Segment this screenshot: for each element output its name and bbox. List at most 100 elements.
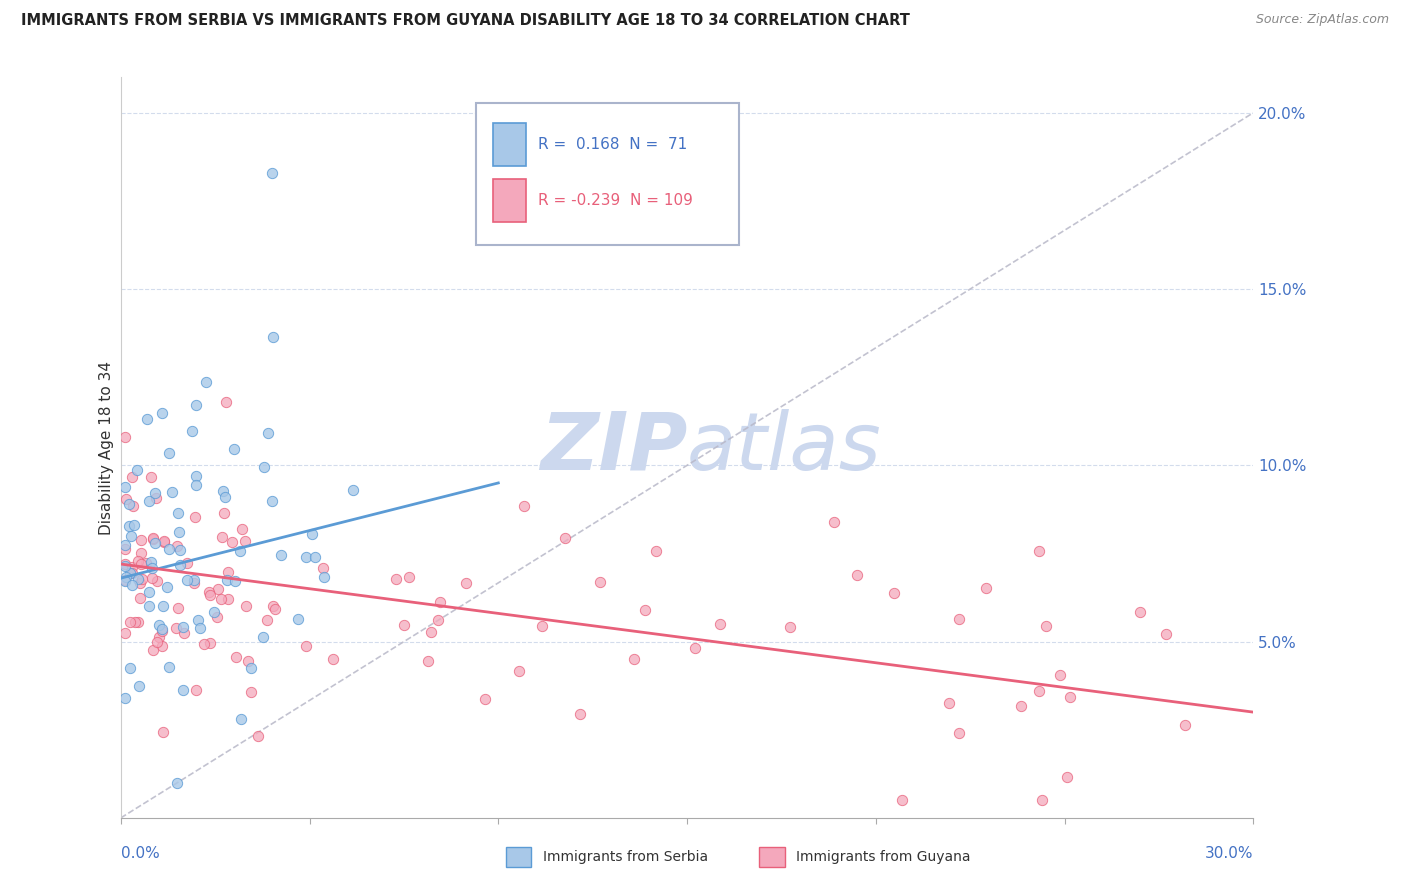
- Point: [173, 626, 195, 640]
- Point: [1028, 544, 1050, 558]
- Point: [157, 659, 180, 673]
- Point: [114, 573, 136, 587]
- Point: [256, 613, 278, 627]
- Point: [150, 622, 173, 636]
- Point: [823, 515, 845, 529]
- Point: [150, 624, 173, 639]
- Point: [1154, 627, 1177, 641]
- Point: [148, 630, 170, 644]
- Text: atlas: atlas: [688, 409, 882, 487]
- Point: [224, 442, 246, 456]
- Point: [146, 574, 169, 589]
- Point: [224, 574, 246, 588]
- Point: [114, 690, 136, 705]
- Point: [207, 610, 229, 624]
- Point: [118, 566, 141, 581]
- Point: [513, 499, 536, 513]
- Point: [209, 592, 232, 607]
- Point: [114, 491, 136, 506]
- Point: [153, 534, 176, 549]
- Point: [212, 483, 235, 498]
- Point: [623, 651, 645, 665]
- Point: [145, 491, 167, 506]
- Text: R = -0.239  N = 109: R = -0.239 N = 109: [538, 193, 693, 208]
- Point: [194, 375, 217, 389]
- Text: R =  0.168  N =  71: R = 0.168 N = 71: [538, 136, 688, 152]
- Point: [1035, 619, 1057, 633]
- Point: [257, 425, 280, 440]
- Point: [157, 445, 180, 459]
- Point: [184, 510, 207, 524]
- Point: [938, 696, 960, 710]
- Point: [121, 470, 143, 484]
- Point: [136, 412, 159, 426]
- Point: [138, 494, 160, 508]
- Point: [146, 635, 169, 649]
- Text: Immigrants from Guyana: Immigrants from Guyana: [796, 850, 970, 864]
- Point: [152, 599, 174, 614]
- Point: [322, 652, 344, 666]
- Point: [247, 729, 270, 743]
- Point: [124, 518, 146, 533]
- Point: [211, 530, 233, 544]
- Point: [301, 527, 323, 541]
- Point: [420, 625, 443, 640]
- Point: [118, 519, 141, 533]
- Point: [167, 506, 190, 520]
- Point: [165, 621, 187, 635]
- Point: [160, 485, 183, 500]
- Point: [172, 620, 194, 634]
- Point: [392, 618, 415, 632]
- Point: [418, 654, 440, 668]
- Point: [207, 582, 229, 596]
- Text: Source: ZipAtlas.com: Source: ZipAtlas.com: [1256, 13, 1389, 27]
- Point: [554, 531, 576, 545]
- Point: [120, 529, 142, 543]
- Point: [240, 684, 263, 698]
- Point: [129, 591, 152, 605]
- Point: [176, 556, 198, 570]
- Point: [215, 394, 238, 409]
- Point: [1028, 683, 1050, 698]
- Point: [1059, 690, 1081, 705]
- Point: [212, 506, 235, 520]
- Point: [398, 570, 420, 584]
- Point: [186, 478, 208, 492]
- Point: [287, 612, 309, 626]
- Point: [1129, 605, 1152, 619]
- Point: [131, 533, 153, 547]
- Point: [166, 601, 188, 615]
- Point: [948, 612, 970, 626]
- Point: [709, 617, 731, 632]
- Point: [114, 574, 136, 588]
- Point: [141, 561, 163, 575]
- Point: [169, 543, 191, 558]
- Point: [779, 620, 801, 634]
- Point: [683, 640, 706, 655]
- Point: [200, 588, 222, 602]
- Text: 30.0%: 30.0%: [1205, 847, 1253, 862]
- Point: [253, 460, 276, 475]
- Point: [129, 557, 152, 571]
- Point: [124, 615, 146, 629]
- Point: [231, 522, 253, 536]
- Point: [429, 595, 451, 609]
- Point: [294, 550, 316, 565]
- Point: [198, 635, 221, 649]
- Point: [150, 640, 173, 654]
- Point: [197, 585, 219, 599]
- Point: [187, 613, 209, 627]
- Point: [304, 549, 326, 564]
- Point: [215, 573, 238, 587]
- Point: [152, 725, 174, 739]
- Point: [474, 691, 496, 706]
- Point: [262, 494, 284, 508]
- Point: [312, 561, 335, 575]
- Point: [180, 425, 202, 439]
- Point: [233, 533, 256, 548]
- Point: [143, 536, 166, 550]
- Point: [262, 330, 284, 344]
- Point: [142, 532, 165, 546]
- Point: [172, 683, 194, 698]
- Point: [883, 585, 905, 599]
